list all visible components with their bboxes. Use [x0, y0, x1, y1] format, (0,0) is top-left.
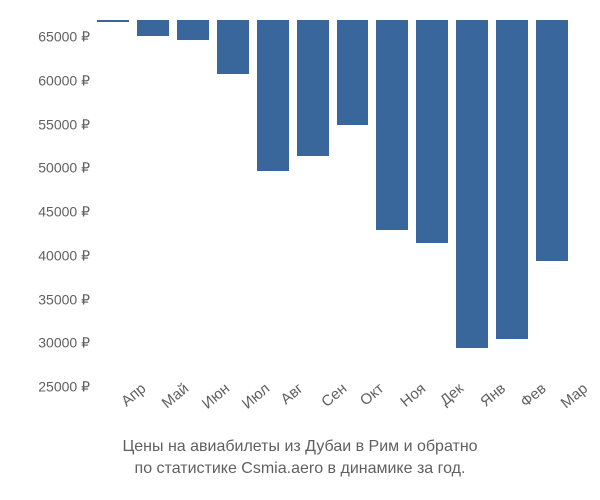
- x-label-slot: Июн: [177, 374, 209, 434]
- x-label-slot: Сен: [297, 374, 329, 434]
- bar: [496, 20, 528, 339]
- bar-slot: [137, 20, 169, 370]
- y-tick-label: 40000 ₽: [38, 247, 90, 264]
- bar-slot: [416, 20, 448, 370]
- x-label-slot: Окт: [337, 374, 369, 434]
- bar: [536, 20, 568, 261]
- y-tick-label: 30000 ₽: [38, 335, 90, 352]
- bar-slot: [257, 20, 289, 370]
- y-axis-ticks: 25000 ₽30000 ₽35000 ₽40000 ₽45000 ₽50000…: [20, 20, 90, 370]
- bar-slot: [496, 20, 528, 370]
- y-tick-label: 25000 ₽: [38, 379, 90, 396]
- x-label-slot: Фев: [496, 374, 528, 434]
- x-label-slot: Дек: [416, 374, 448, 434]
- bar-slot: [217, 20, 249, 370]
- bar: [97, 20, 129, 22]
- bar-slot: [536, 20, 568, 370]
- x-label-slot: Май: [137, 374, 169, 434]
- y-tick-label: 45000 ₽: [38, 204, 90, 221]
- x-label-slot: Ноя: [376, 374, 408, 434]
- bar: [217, 20, 249, 74]
- bar: [177, 20, 209, 40]
- x-label-slot: Янв: [456, 374, 488, 434]
- x-label-slot: Мар: [536, 374, 568, 434]
- bar-slot: [376, 20, 408, 370]
- bar: [297, 20, 329, 156]
- x-tick-label: Мар: [558, 380, 591, 412]
- bar-slot: [297, 20, 329, 370]
- x-label-slot: Июл: [217, 374, 249, 434]
- bar-slot: [456, 20, 488, 370]
- x-label-slot: Апр: [97, 374, 129, 434]
- y-tick-label: 65000 ₽: [38, 29, 90, 46]
- price-chart: 25000 ₽ 30000 ₽ 35000 ₽ 40000 ₽ 45000 ₽ 50000…: [0, 0, 600, 500]
- bar-slot: [97, 20, 129, 370]
- x-axis-labels: АпрМайИюнИюлАвгСенОктНояДекЯнвФевМар: [95, 374, 570, 434]
- y-tick-label: 60000 ₽: [38, 72, 90, 89]
- plot-area: 25000 ₽30000 ₽35000 ₽40000 ₽45000 ₽50000…: [95, 20, 570, 370]
- chart-caption: Цены на авиабилеты из Дубаи в Рим и обра…: [20, 436, 580, 479]
- y-tick-label: 50000 ₽: [38, 160, 90, 177]
- y-tick-label: 35000 ₽: [38, 291, 90, 308]
- bar: [376, 20, 408, 230]
- y-tick-label: 55000 ₽: [38, 116, 90, 133]
- bar-slot: [177, 20, 209, 370]
- bar: [337, 20, 369, 125]
- bar: [456, 20, 488, 348]
- bar: [137, 20, 169, 36]
- caption-line-1: Цены на авиабилеты из Дубаи в Рим и обра…: [122, 438, 477, 455]
- caption-line-2: по статистике Csmia.aero в динамике за г…: [135, 460, 466, 477]
- bar: [257, 20, 289, 171]
- bar: [416, 20, 448, 243]
- bar-slot: [337, 20, 369, 370]
- bars-container: [95, 20, 570, 370]
- x-label-slot: Авг: [257, 374, 289, 434]
